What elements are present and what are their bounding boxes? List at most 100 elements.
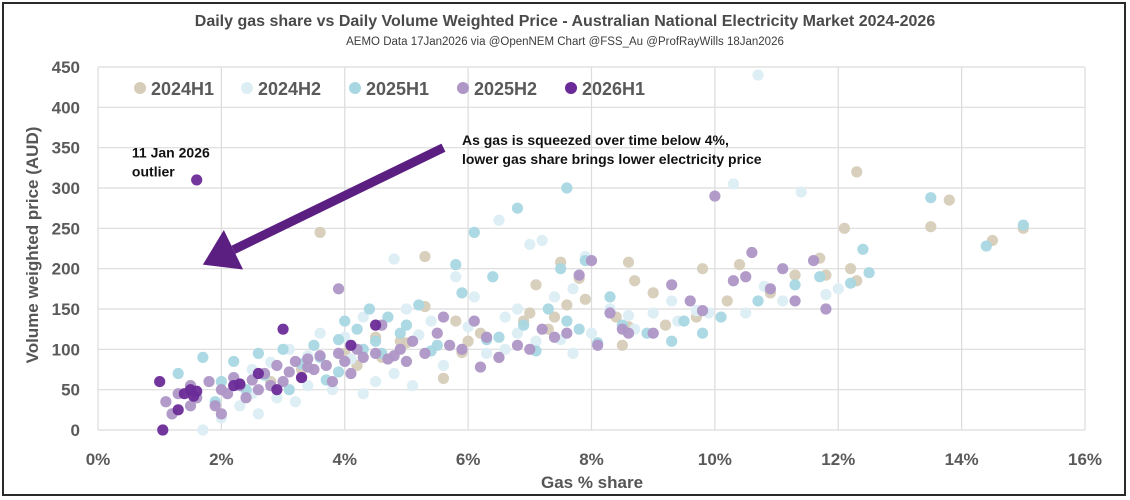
data-point xyxy=(283,366,295,378)
data-point xyxy=(616,339,628,351)
y-tick-label: 100 xyxy=(52,340,80,359)
data-point xyxy=(647,327,659,339)
trend-arrow-shaft xyxy=(231,143,446,254)
data-point xyxy=(678,315,690,327)
data-point xyxy=(228,355,240,368)
data-point xyxy=(752,69,764,81)
data-point xyxy=(154,376,166,388)
data-point xyxy=(511,303,524,315)
data-point xyxy=(659,319,672,331)
data-point xyxy=(326,384,339,396)
data-point xyxy=(314,350,326,362)
data-point xyxy=(388,253,400,265)
data-point xyxy=(271,384,283,396)
data-point xyxy=(157,424,169,436)
data-point xyxy=(160,396,172,408)
data-point xyxy=(789,279,801,291)
y-tick-label: 0 xyxy=(71,421,80,440)
data-point xyxy=(733,259,746,271)
legend-label-2025h2: 2025H2 xyxy=(474,79,537,99)
data-point xyxy=(585,327,598,339)
y-tick-label: 200 xyxy=(52,260,80,279)
data-point xyxy=(302,353,314,365)
data-point xyxy=(413,299,425,311)
trend-arrow-head xyxy=(202,229,244,270)
data-point xyxy=(820,303,832,315)
data-point xyxy=(468,315,480,327)
data-point xyxy=(332,334,345,346)
legend: 2024H1 2024H2 2025H1 2025H2 2026H1 xyxy=(134,79,645,99)
legend-label-2024h1: 2024H1 xyxy=(151,79,214,99)
data-point xyxy=(820,288,832,301)
data-point xyxy=(400,355,413,368)
y-axis-label: Volume weighted price (AUD) xyxy=(23,127,42,364)
x-axis-ticks: 0% 2% 4% 6% 8% 10% 12% 14% 16% xyxy=(86,450,1102,469)
data-point xyxy=(721,295,733,307)
data-point xyxy=(474,361,487,373)
data-point xyxy=(561,299,573,311)
data-point xyxy=(221,388,234,400)
data-point xyxy=(468,226,480,238)
data-point xyxy=(283,384,295,396)
data-point xyxy=(622,309,635,322)
data-point xyxy=(388,350,400,362)
chart-subtitle: AEMO Data 17Jan2026 via @OpenNEM Chart @… xyxy=(346,36,784,48)
data-point xyxy=(499,311,511,323)
data-point xyxy=(777,295,789,307)
data-point xyxy=(252,384,264,396)
data-point xyxy=(925,221,937,233)
data-point xyxy=(407,335,419,347)
data-point xyxy=(369,376,382,388)
data-point xyxy=(357,351,369,363)
data-point xyxy=(191,174,203,186)
data-point xyxy=(555,263,567,275)
data-point xyxy=(271,392,283,404)
x-tick-label: 12% xyxy=(821,450,855,469)
data-point xyxy=(481,347,493,359)
data-point xyxy=(388,367,400,380)
data-point xyxy=(437,311,450,323)
data-point xyxy=(332,283,345,295)
data-point xyxy=(573,323,585,335)
data-point xyxy=(604,291,616,303)
data-point xyxy=(468,291,480,303)
data-point xyxy=(795,186,807,198)
data-point xyxy=(277,376,289,388)
gridlines xyxy=(97,66,1086,431)
data-point xyxy=(326,376,339,388)
data-point xyxy=(209,400,221,412)
data-point xyxy=(524,307,536,319)
data-point xyxy=(302,361,314,373)
data-point xyxy=(357,311,369,323)
data-point xyxy=(666,335,678,347)
data-point xyxy=(561,315,573,327)
data-point xyxy=(271,359,283,372)
data-point xyxy=(561,327,573,339)
legend-marker-2025h2 xyxy=(457,82,469,94)
data-point xyxy=(493,214,505,226)
data-point xyxy=(289,396,301,408)
legend-label-2025h1: 2025H1 xyxy=(366,79,429,99)
data-point xyxy=(647,307,659,319)
legend-label-2026h1: 2026H1 xyxy=(582,79,645,99)
data-point xyxy=(622,256,635,268)
data-point xyxy=(172,367,184,380)
data-point xyxy=(684,295,696,307)
data-point xyxy=(709,190,721,202)
data-point xyxy=(666,295,678,307)
data-point xyxy=(838,222,851,234)
annotations: 11 Jan 2026 outlier As gas is squeezed ove… xyxy=(132,132,762,270)
data-point xyxy=(431,327,443,339)
data-point xyxy=(524,343,536,355)
data-point xyxy=(592,339,604,351)
y-tick-label: 450 xyxy=(52,58,80,77)
data-point xyxy=(450,315,462,327)
data-point xyxy=(548,311,561,323)
data-point xyxy=(332,366,345,378)
data-point xyxy=(191,385,203,397)
data-point xyxy=(357,388,369,400)
data-point xyxy=(629,275,641,287)
data-point xyxy=(339,355,351,368)
x-tick-label: 6% xyxy=(456,450,481,469)
data-point xyxy=(289,355,301,368)
